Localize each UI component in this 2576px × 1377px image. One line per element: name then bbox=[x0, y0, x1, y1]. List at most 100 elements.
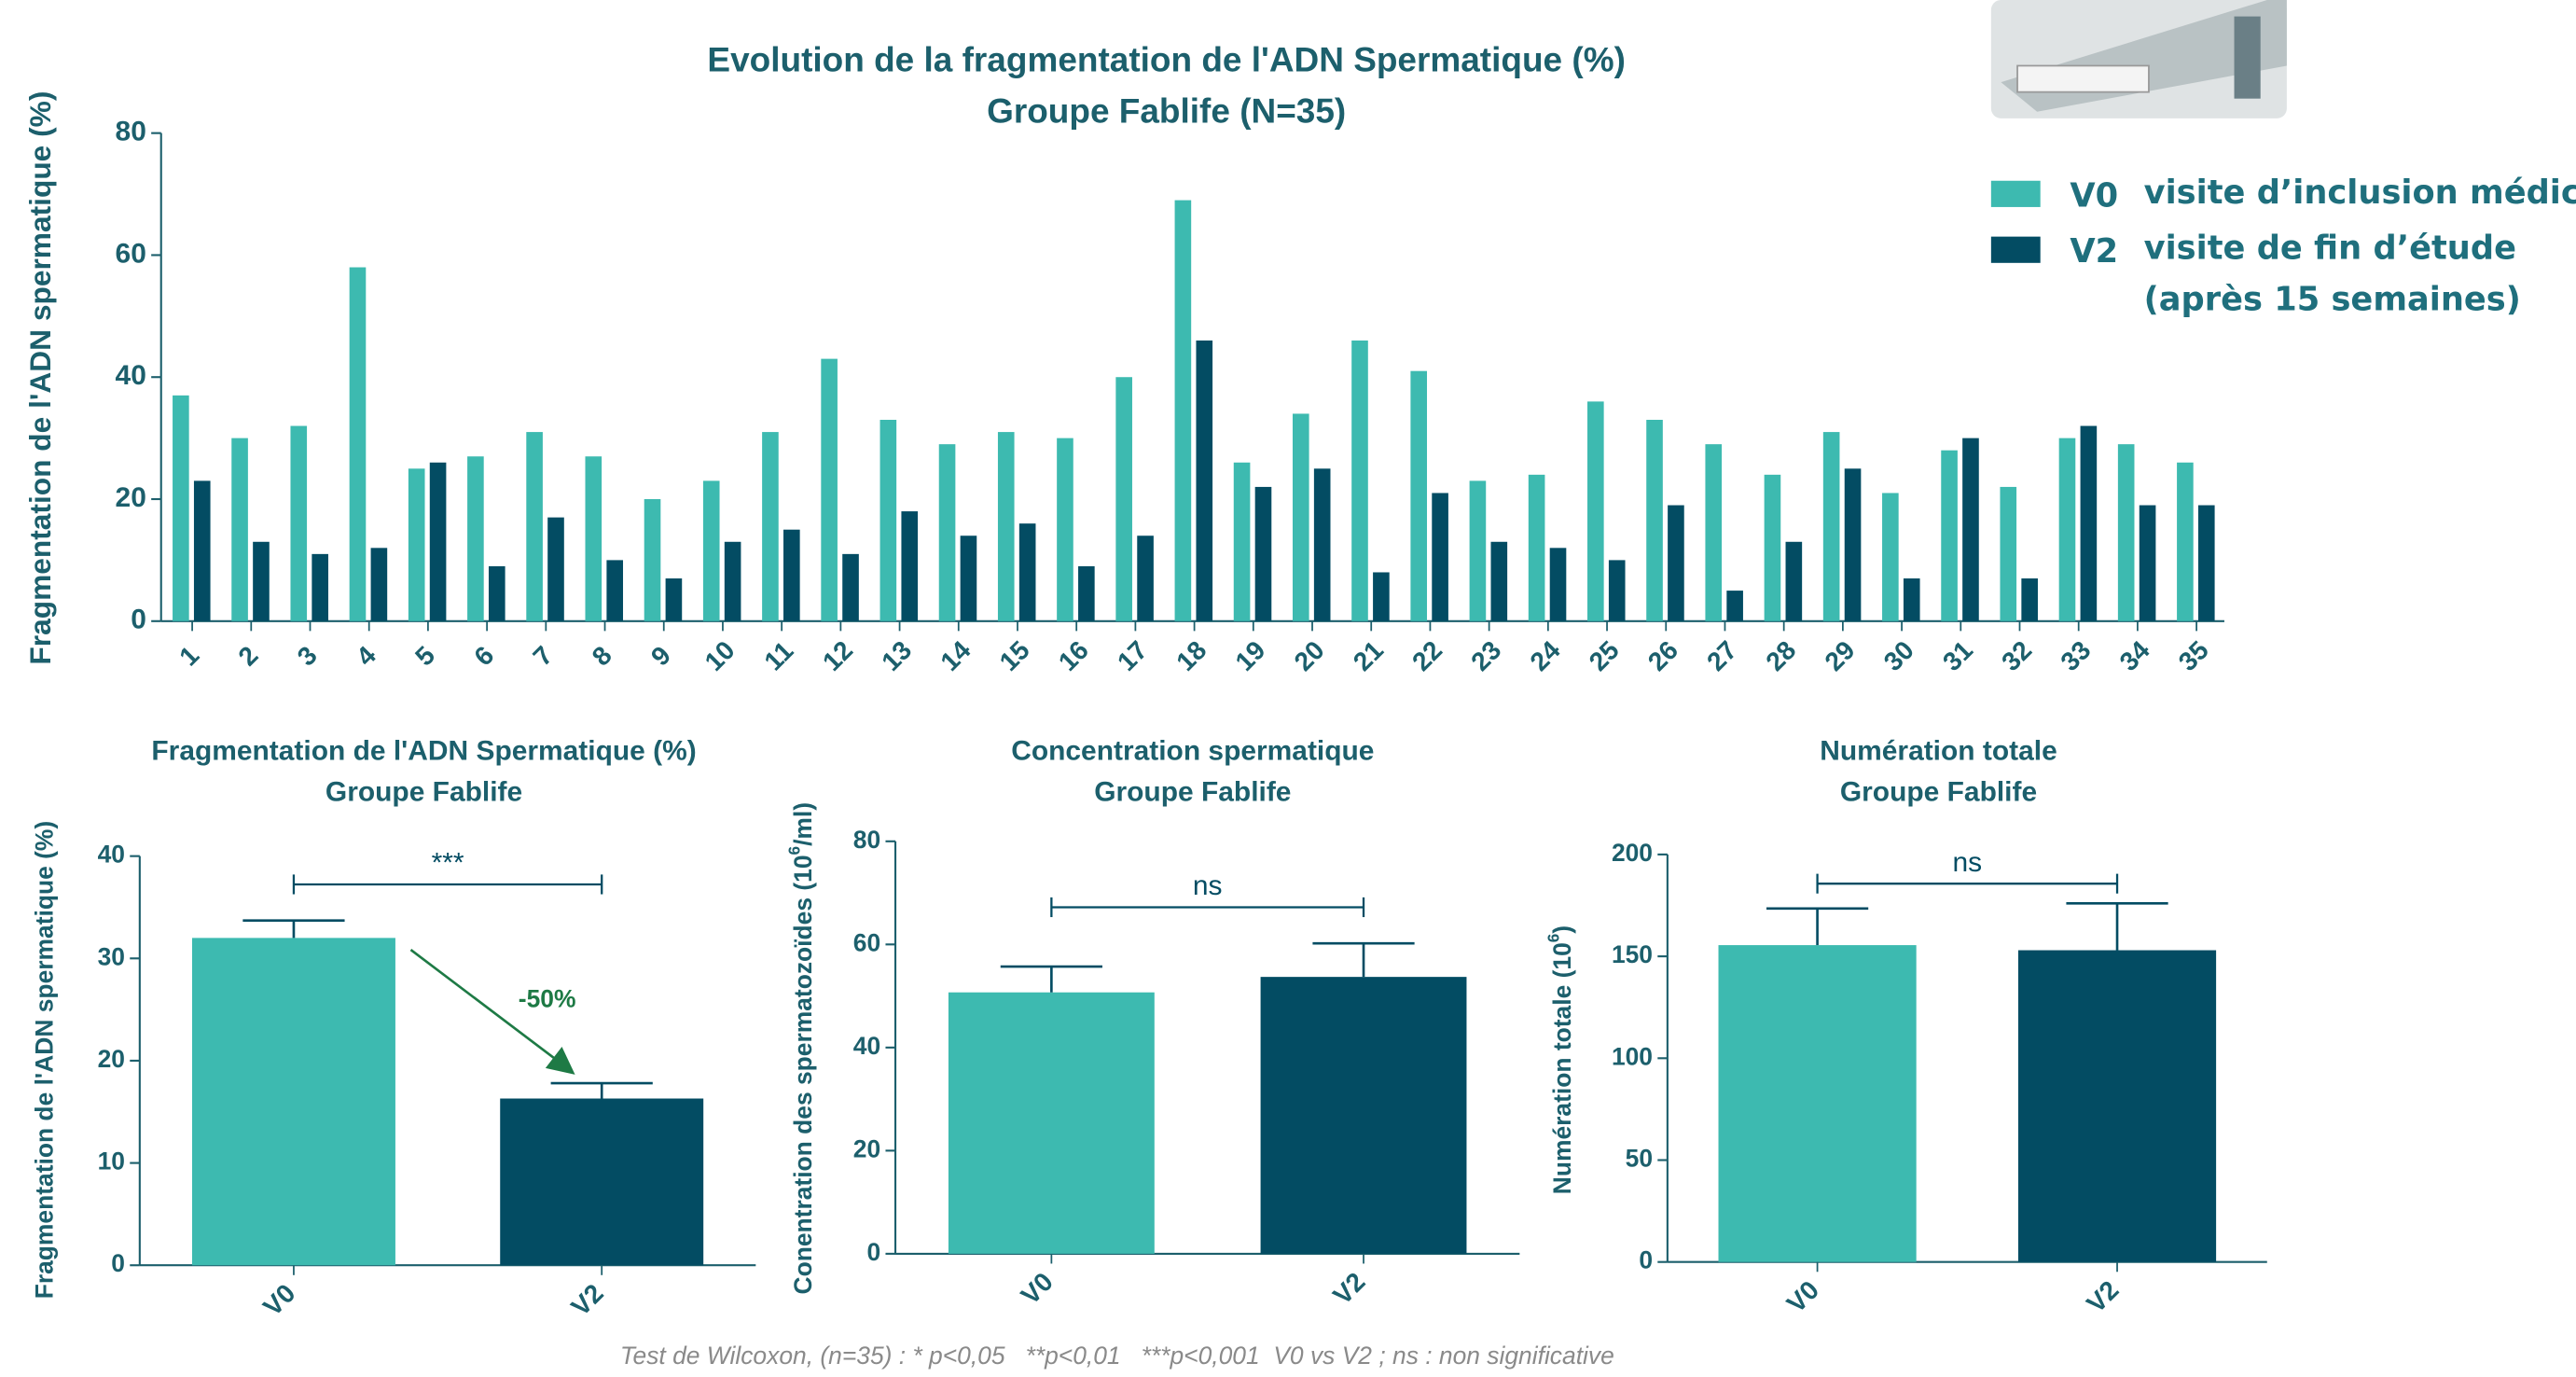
error-bar bbox=[1312, 943, 1414, 977]
bar bbox=[253, 542, 270, 621]
bar bbox=[1646, 420, 1663, 621]
x-tick-label: 28 bbox=[1760, 634, 1802, 676]
y-axis-label: Conentration des spermatozoïdes (106/ml) bbox=[784, 802, 817, 1295]
bar bbox=[1234, 463, 1251, 621]
y-tick-label: 30 bbox=[98, 942, 125, 970]
y-tick-label: 60 bbox=[116, 238, 146, 269]
x-tick-label: 25 bbox=[1583, 634, 1625, 676]
footnote: Test de Wilcoxon, (n=35) : * p<0,05 **p<… bbox=[620, 1342, 1614, 1370]
bar bbox=[2198, 506, 2215, 621]
bar bbox=[467, 456, 484, 621]
bar bbox=[1726, 591, 1743, 621]
significance-label: ns bbox=[1193, 870, 1223, 901]
bar bbox=[2059, 438, 2076, 621]
change-arrowhead bbox=[546, 1047, 575, 1075]
bar bbox=[725, 542, 741, 621]
page: Test de Wilcoxon, (n=35) : * p<0,05 **p<… bbox=[0, 0, 2576, 1377]
bar bbox=[547, 518, 564, 621]
significance-label: *** bbox=[432, 848, 464, 879]
x-tick-label: 11 bbox=[758, 635, 799, 676]
x-tick-label: 8 bbox=[586, 640, 617, 672]
y-tick-label: 40 bbox=[116, 360, 146, 391]
legend-label: V2 bbox=[2070, 232, 2118, 271]
bar bbox=[586, 456, 602, 621]
y-tick-label: 100 bbox=[1612, 1042, 1653, 1070]
y-tick-label: 40 bbox=[853, 1032, 880, 1060]
bar bbox=[350, 268, 367, 621]
bar bbox=[1609, 560, 1626, 620]
error-bar bbox=[551, 1083, 653, 1098]
bar bbox=[1882, 493, 1899, 620]
x-tick-label: 9 bbox=[644, 640, 676, 672]
bar bbox=[1432, 493, 1448, 620]
x-tick-label: 26 bbox=[1641, 634, 1683, 676]
x-tick-label: 2 bbox=[232, 640, 264, 672]
bar bbox=[312, 554, 328, 621]
device-detail bbox=[2235, 17, 2261, 99]
bar bbox=[1314, 468, 1331, 620]
y-axis-label-part: /ml) bbox=[789, 802, 817, 846]
bar bbox=[1823, 432, 1840, 621]
bar bbox=[1845, 468, 1862, 620]
y-tick-label: 150 bbox=[1612, 940, 1653, 968]
bar bbox=[430, 463, 447, 621]
bar bbox=[783, 530, 800, 621]
y-tick-label: 0 bbox=[1639, 1246, 1653, 1274]
bar bbox=[2018, 951, 2216, 1262]
bar bbox=[1490, 542, 1507, 621]
bar bbox=[939, 444, 956, 621]
bar bbox=[1705, 444, 1722, 621]
x-tick-label: 10 bbox=[699, 634, 741, 676]
y-axis-label-part: Numération totale (10 bbox=[1548, 942, 1576, 1194]
x-tick-label: V2 bbox=[565, 1278, 609, 1322]
x-tick-label: 13 bbox=[876, 634, 918, 676]
bar bbox=[1719, 945, 1917, 1262]
x-tick-label: 34 bbox=[2113, 634, 2155, 676]
y-axis-label-exponent: 6 bbox=[784, 846, 803, 855]
bar bbox=[949, 993, 1155, 1254]
bar bbox=[1373, 572, 1390, 620]
x-tick-label: 16 bbox=[1052, 634, 1094, 676]
bar bbox=[1196, 341, 1212, 621]
x-tick-label: 24 bbox=[1524, 634, 1566, 676]
error-bar bbox=[2066, 903, 2167, 950]
bar bbox=[1137, 536, 1154, 621]
bar bbox=[2140, 506, 2156, 621]
y-tick-label: 20 bbox=[853, 1134, 880, 1162]
y-tick-label: 20 bbox=[116, 482, 146, 513]
legend-label: V0 bbox=[2070, 176, 2118, 215]
y-axis-label: Fragmentation de l'ADN spermatique (%) bbox=[30, 821, 58, 1299]
y-axis-label-part: Fragmentation de l'ADN spermatique (%) bbox=[30, 821, 58, 1299]
x-tick-label: 5 bbox=[409, 640, 440, 672]
x-tick-label: 30 bbox=[1877, 634, 1919, 676]
x-tick-label: 17 bbox=[1111, 634, 1153, 676]
bar bbox=[526, 432, 543, 621]
bar bbox=[644, 499, 661, 621]
chart-title: Numération totale bbox=[1820, 736, 2057, 767]
legend-description: (après 15 semaines) bbox=[2144, 280, 2521, 318]
x-tick-label: 19 bbox=[1229, 634, 1271, 676]
x-tick-label: V2 bbox=[2081, 1274, 2125, 1318]
x-tick-label: 6 bbox=[468, 640, 500, 672]
chart-title: Groupe Fablife bbox=[325, 777, 522, 808]
bar bbox=[489, 566, 506, 621]
bar bbox=[961, 536, 977, 621]
x-tick-label: 23 bbox=[1465, 634, 1507, 676]
x-tick-label: 1 bbox=[173, 640, 205, 672]
device-image bbox=[1991, 0, 2287, 118]
bar bbox=[998, 432, 1015, 621]
x-tick-label: 31 bbox=[1936, 634, 1978, 676]
x-tick-label: 22 bbox=[1406, 634, 1447, 676]
x-tick-label: 7 bbox=[527, 640, 559, 672]
x-tick-label: 33 bbox=[2055, 634, 2097, 676]
bar bbox=[1255, 487, 1272, 621]
y-tick-label: 10 bbox=[98, 1148, 125, 1175]
bar bbox=[880, 420, 897, 621]
bar bbox=[1668, 506, 1684, 621]
x-tick-label: 18 bbox=[1170, 634, 1212, 676]
bar bbox=[666, 578, 683, 621]
chart-title: Evolution de la fragmentation de l'ADN S… bbox=[707, 41, 1625, 79]
y-axis-label-exponent: 6 bbox=[1544, 934, 1562, 943]
bar bbox=[842, 554, 859, 621]
bar bbox=[290, 426, 307, 621]
